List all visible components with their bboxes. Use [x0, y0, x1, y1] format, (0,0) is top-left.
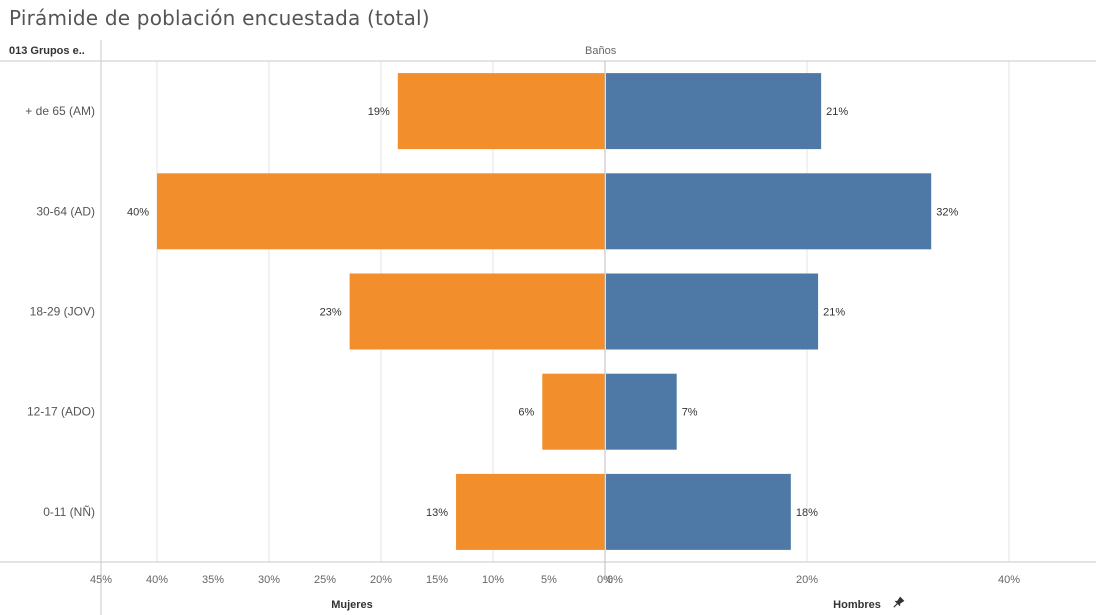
column-header: Baños	[585, 45, 617, 57]
x-tick-label-right: 0%	[607, 574, 623, 586]
bar-hombres[interactable]	[606, 73, 822, 150]
bar-hombres[interactable]	[606, 373, 677, 450]
x-tick-label-left: 40%	[146, 574, 168, 586]
category-label: 0-11 (NÑ)	[43, 505, 95, 519]
x-tick-label-left: 35%	[202, 574, 224, 586]
x-tick-label-left: 15%	[426, 574, 448, 586]
bar-hombres[interactable]	[606, 473, 791, 550]
x-axis-title-mujeres: Mujeres	[331, 599, 373, 611]
data-label-hombres: 21%	[823, 307, 845, 319]
x-tick-label-left: 5%	[541, 574, 557, 586]
data-label-hombres: 32%	[936, 206, 958, 218]
data-label-mujeres: 6%	[518, 407, 534, 419]
bar-mujeres[interactable]	[456, 473, 605, 550]
data-label-hombres: 7%	[682, 407, 698, 419]
category-label: 30-64 (AD)	[36, 204, 95, 218]
pin-icon[interactable]	[891, 596, 905, 610]
bar-mujeres[interactable]	[349, 273, 605, 350]
category-label: 18-29 (JOV)	[30, 305, 95, 319]
x-tick-label-left: 10%	[482, 574, 504, 586]
x-tick-label-left: 25%	[314, 574, 336, 586]
chart-title: Pirámide de población encuestada (total)	[9, 6, 430, 30]
x-tick-label-right: 20%	[796, 574, 818, 586]
data-label-mujeres: 23%	[320, 307, 342, 319]
bar-hombres[interactable]	[606, 173, 932, 250]
bar-mujeres[interactable]	[157, 173, 605, 250]
data-label-mujeres: 40%	[127, 206, 149, 218]
bar-mujeres[interactable]	[397, 73, 605, 150]
x-tick-label-left: 20%	[370, 574, 392, 586]
data-label-mujeres: 19%	[368, 106, 390, 118]
data-label-hombres: 21%	[826, 106, 848, 118]
data-label-mujeres: 13%	[426, 507, 448, 519]
bar-hombres[interactable]	[606, 273, 819, 350]
x-tick-label-left: 45%	[90, 574, 112, 586]
bar-mujeres[interactable]	[542, 373, 605, 450]
row-header[interactable]: 013 Grupos e..	[9, 45, 85, 57]
category-label: 12-17 (ADO)	[27, 405, 95, 419]
category-label: + de 65 (AM)	[25, 104, 95, 118]
x-tick-label-left: 30%	[258, 574, 280, 586]
data-label-hombres: 18%	[796, 507, 818, 519]
x-tick-label-right: 40%	[998, 574, 1020, 586]
x-axis-title-hombres: Hombres	[833, 599, 881, 611]
